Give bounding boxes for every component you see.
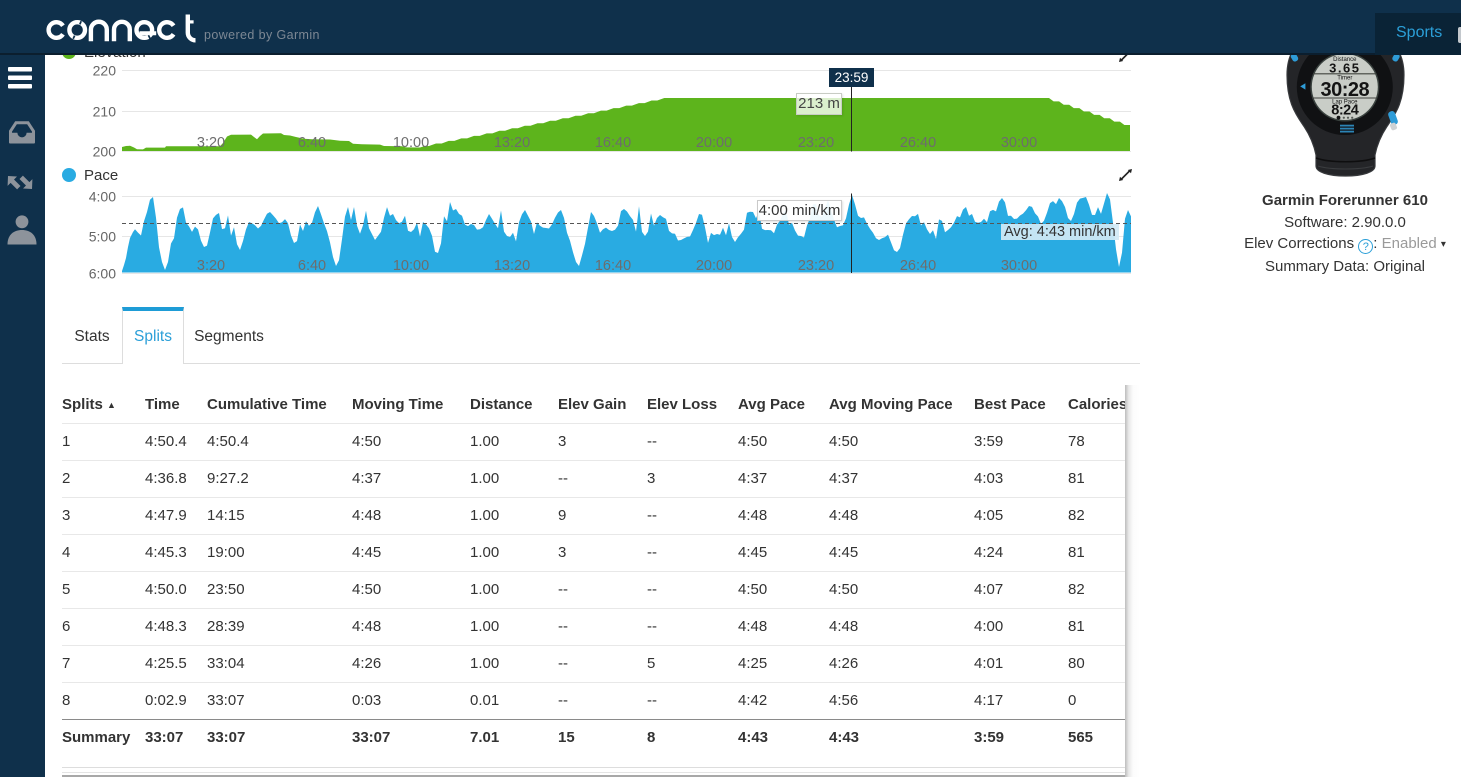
svg-text:26:40: 26:40 [900, 258, 936, 274]
svg-text:Pace: Pace [84, 167, 118, 184]
svg-text:5:00: 5:00 [89, 229, 116, 245]
svg-text:30:00: 30:00 [1001, 258, 1037, 274]
svg-text:3.65: 3.65 [1329, 61, 1360, 76]
svg-text:6:40: 6:40 [298, 258, 326, 274]
svg-text:210: 210 [93, 104, 117, 120]
svg-text:220: 220 [93, 63, 117, 79]
svg-text:20:00: 20:00 [696, 258, 732, 274]
svg-text:Timer: Timer [1337, 76, 1352, 82]
svg-text:Distance: Distance [1333, 57, 1357, 63]
svg-text:23:20: 23:20 [798, 135, 834, 151]
svg-text:13:20: 13:20 [494, 135, 530, 151]
svg-text:6:40: 6:40 [298, 135, 326, 151]
svg-text:10:00: 10:00 [393, 135, 429, 151]
svg-text:30:28: 30:28 [1320, 79, 1369, 101]
svg-text:16:40: 16:40 [595, 258, 631, 274]
svg-text:3:20: 3:20 [197, 135, 225, 151]
svg-text:10:00: 10:00 [393, 258, 429, 274]
svg-text:16:40: 16:40 [595, 135, 631, 151]
svg-text:6:00: 6:00 [89, 266, 116, 282]
svg-text:26:40: 26:40 [900, 135, 936, 151]
svg-text:Lap Pace: Lap Pace [1332, 100, 1358, 106]
svg-text:4:00: 4:00 [89, 189, 116, 205]
svg-text:8:24: 8:24 [1331, 103, 1358, 119]
svg-text:20:00: 20:00 [696, 135, 732, 151]
svg-text:23:20: 23:20 [798, 258, 834, 274]
svg-text:3:20: 3:20 [197, 258, 225, 274]
svg-text:30:00: 30:00 [1001, 135, 1037, 151]
svg-text:200: 200 [93, 144, 117, 160]
svg-text:13:20: 13:20 [494, 258, 530, 274]
